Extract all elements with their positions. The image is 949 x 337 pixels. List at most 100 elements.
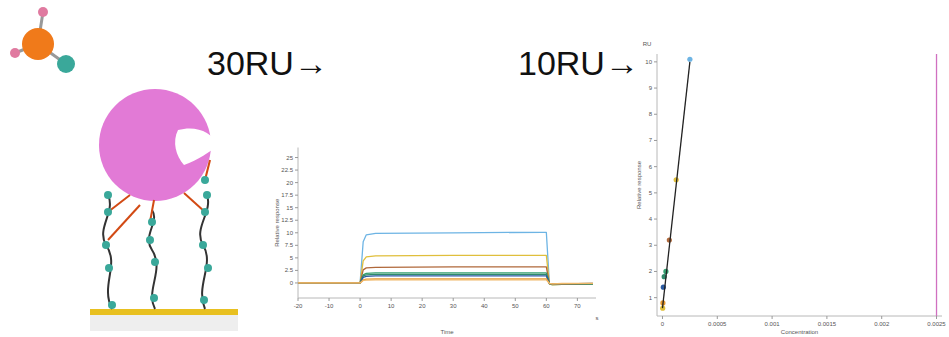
x-axis-label: Time [440,329,454,335]
y-tick [295,195,298,196]
y-tick-label: 25 [286,155,293,161]
x-tick [662,316,663,319]
y-tick-label: 8 [649,111,653,117]
y-tick-label: 15 [286,205,293,211]
y-tick-label: 6 [649,164,653,170]
plot-area [660,54,936,316]
x-tick [391,298,392,301]
y-tick-label: 7.5 [285,242,294,248]
y-tick-label: 12.5 [281,217,293,223]
x-tick-label: 50 [512,303,519,309]
y-axis-label: Relative response [636,160,642,209]
x-tick-label: 60 [543,303,550,309]
y-tick [654,88,657,89]
y-axis-line [657,54,658,316]
x-tick-label: -10 [325,303,334,309]
y-tick-label: 1 [649,295,653,301]
y-tick-label: 3 [649,242,653,248]
y-tick [654,166,657,167]
y-tick-label: 2.5 [285,267,294,273]
y-tick-label: 22.5 [281,167,293,173]
x-tick [453,298,454,301]
y-tick [295,207,298,208]
sensor-surface [90,309,238,331]
x-tick [422,298,423,301]
x-tick-label: 10 [388,303,395,309]
x-tick-label: 70 [574,303,581,309]
y-tick [295,270,298,271]
series-line [298,255,593,285]
molecule-icon [10,7,75,73]
y-tick [654,192,657,193]
y-tick [295,220,298,221]
y-tick [654,245,657,246]
y-tick-label: 10 [286,230,293,236]
y-tick-label: 5 [649,190,653,196]
x-axis-label: Concentration [781,329,818,335]
y-tick-label: 0 [290,280,294,286]
protein [99,89,218,201]
x-tick [881,316,882,319]
y-tick-label: 5 [290,255,294,261]
x-axis-line [657,316,942,317]
x-tick [298,298,299,301]
x-tick [360,298,361,301]
y-tick [654,297,657,298]
series-line [298,232,593,285]
x-tick-label: 0.001 [765,321,781,327]
y-tick-label: 2 [649,268,653,274]
y-tick [295,282,298,283]
chart: 10RU→1234567891000.00050.0010.00150.0020… [518,41,946,335]
y-tick [295,170,298,171]
crosslinks [108,160,210,240]
x-tick [826,316,827,319]
y-tick [295,257,298,258]
y-tick [654,219,657,220]
y-tick-label: 20 [286,180,293,186]
series-line [298,274,593,284]
x-tick-label: 0 [358,303,362,309]
data-point [687,57,692,62]
series-line [298,276,593,284]
chart: 30RU→ 0 2.5 5 7.5 10 12.5 15 17.5 20 22.5 25 -20 -10 0… [207,44,599,335]
x-tick [546,298,547,301]
y-tick [295,157,298,158]
x-tick [515,298,516,301]
x-tick-label: 40 [481,303,488,309]
x-tick [329,298,330,301]
x-tick-label: 0.002 [874,321,890,327]
y-axis-unit: RU [643,41,652,47]
x-axis-unit: s [596,315,599,321]
series-line [298,280,593,284]
x-tick [772,316,773,319]
plot-area [298,232,593,285]
x-tick [484,298,485,301]
y-tick [295,182,298,183]
y-tick [654,114,657,115]
annotation: 30RU→ [207,44,328,82]
annotation: 10RU→ [518,44,639,82]
x-tick-label: 0.0005 [708,321,727,327]
y-tick [654,140,657,141]
series-line [936,54,937,316]
y-tick [295,232,298,233]
linker-chains [103,195,208,309]
y-axis-label: Relative response [274,198,280,247]
y-tick-label: 9 [649,85,653,91]
x-tick-label: 20 [419,303,426,309]
x-tick [717,316,718,319]
y-tick [654,271,657,272]
figure: 30RU→02.557.51012.51517.52022.525-20-100… [0,0,949,337]
x-tick [936,316,937,319]
series-line [662,62,689,308]
y-tick [654,61,657,62]
x-tick-label: 0 [661,321,665,327]
series-line [298,273,593,285]
x-tick [577,298,578,301]
x-tick-label: 0.0025 [927,321,946,327]
y-tick-label: 17.5 [281,192,293,198]
x-axis-line [298,298,596,299]
x-tick-label: -20 [294,303,303,309]
y-tick-label: 10 [645,59,652,65]
series-line [298,267,593,285]
